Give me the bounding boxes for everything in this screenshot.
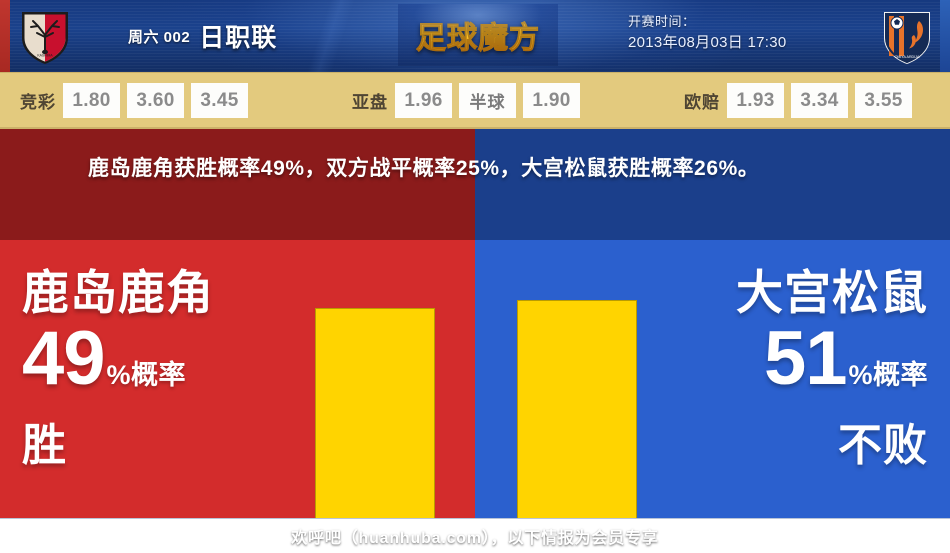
home-team-name: 鹿岛鹿角 xyxy=(22,266,214,319)
header-accent-stripe-right xyxy=(940,0,950,72)
summary-half-away xyxy=(475,129,950,240)
probability-summary-text: 鹿岛鹿角获胜概率49%，双方战平概率25%，大宫松鼠获胜概率26%。 xyxy=(88,157,760,180)
odds-group-asian-handicap: 亚盘 1.96 半球 1.90 xyxy=(352,73,580,128)
probability-summary-banner: 鹿岛鹿角获胜概率49%，双方战平概率25%，大宫松鼠获胜概率26%。 xyxy=(0,129,950,240)
away-percent-row: 51 %概率 xyxy=(736,316,928,412)
odds-group-european: 欧赔 1.93 3.34 3.55 xyxy=(684,73,912,128)
odds-group-label: 亚盘 xyxy=(352,93,388,112)
kashima-antlers-crest-icon: KASHIMA xyxy=(14,5,76,67)
kickoff-info: 开赛时间： 2013年08月03日 17:30 xyxy=(628,12,858,54)
home-probability-bar xyxy=(315,308,435,518)
away-percent-unit: %概率 xyxy=(848,360,928,390)
odds-cell-handicap[interactable]: 半球 xyxy=(459,83,516,118)
svg-text:OMIYA ARDIJA: OMIYA ARDIJA xyxy=(895,55,920,59)
odds-cell-home[interactable]: 1.80 xyxy=(63,83,120,118)
away-outcome-label: 不败 xyxy=(838,421,928,470)
header-diagonal-sheen xyxy=(230,0,430,72)
footer-text: 欢呼吧（huanhuba.com），以下情报为会员专享 xyxy=(291,530,659,547)
odds-group-jingcai: 竞彩 1.80 3.60 3.45 xyxy=(20,73,248,128)
odds-cell-away[interactable]: 3.55 xyxy=(855,83,912,118)
home-percent-value: 49 xyxy=(22,316,106,401)
kickoff-time: 2013年08月03日 17:30 xyxy=(628,34,787,51)
away-probability-bar xyxy=(517,300,637,518)
home-team-block: 鹿岛鹿角 49 %概率 胜 xyxy=(22,264,214,474)
omiya-ardija-crest-icon: OMIYA ARDIJA xyxy=(876,5,938,67)
odds-cell-draw[interactable]: 3.34 xyxy=(791,83,848,118)
round-number: 周六 002 xyxy=(128,28,191,46)
odds-bar: 竞彩 1.80 3.60 3.45 亚盘 1.96 半球 1.90 欧赔 1.9… xyxy=(0,72,950,129)
away-percent-value: 51 xyxy=(763,316,848,401)
away-team-block: 大宫松鼠 51 %概率 不败 xyxy=(736,264,928,474)
footer-bar: 欢呼吧（huanhuba.com），以下情报为会员专享 xyxy=(0,518,950,553)
odds-cell-draw[interactable]: 3.60 xyxy=(127,83,184,118)
away-team-name: 大宫松鼠 xyxy=(736,266,928,319)
odds-group-label: 竞彩 xyxy=(20,93,56,112)
match-title-group: 周六 002 日职联 xyxy=(128,14,277,58)
odds-cell-away[interactable]: 3.45 xyxy=(191,83,248,118)
header-bar: KASHIMA 周六 002 日职联 足球魔方 开赛时间： 2013年08月03… xyxy=(0,0,950,72)
home-panel: 鹿岛鹿角 49 %概率 胜 xyxy=(0,240,475,518)
header-accent-stripe-left xyxy=(0,0,10,72)
away-panel: 大宫松鼠 51 %概率 不败 xyxy=(475,240,950,518)
odds-cell-home[interactable]: 1.93 xyxy=(727,83,784,118)
league-name: 日职联 xyxy=(199,24,278,52)
brand-logo-text: 足球魔方 xyxy=(416,13,540,57)
home-percent-unit: %概率 xyxy=(106,360,187,390)
home-outcome-label: 胜 xyxy=(22,421,67,470)
odds-group-label: 欧赔 xyxy=(684,93,720,112)
brand-logo[interactable]: 足球魔方 xyxy=(398,4,558,66)
kickoff-label: 开赛时间： xyxy=(628,14,696,29)
probability-chart: 鹿岛鹿角 49 %概率 胜 大宫松鼠 51 %概率 不败 xyxy=(0,240,950,518)
svg-text:KASHIMA: KASHIMA xyxy=(37,54,53,58)
summary-half-home xyxy=(0,129,475,240)
odds-cell-home[interactable]: 1.96 xyxy=(395,83,452,118)
odds-cell-away[interactable]: 1.90 xyxy=(523,83,580,118)
home-percent-row: 49 %概率 xyxy=(22,316,214,412)
